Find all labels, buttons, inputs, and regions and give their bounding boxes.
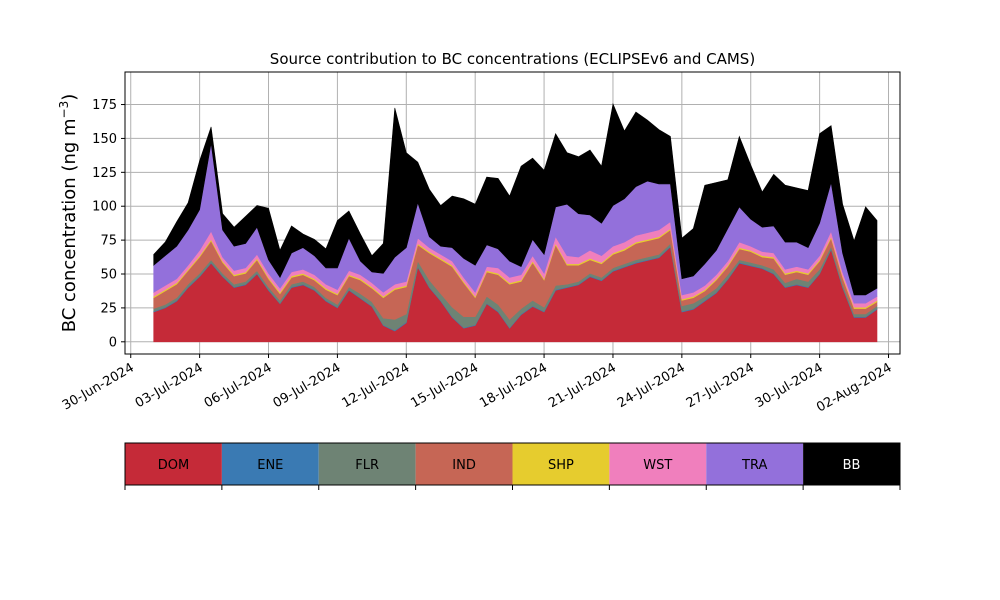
legend-label-flr: FLR xyxy=(355,458,379,473)
x-tick-label: 18-Jul-2024 xyxy=(477,360,550,411)
legend-label-ene: ENE xyxy=(257,458,283,473)
plot-frame xyxy=(124,71,901,355)
x-tick-label: 12-Jul-2024 xyxy=(339,360,412,411)
y-tick-label: 150 xyxy=(92,132,117,147)
legend-swatch-ind xyxy=(415,443,513,485)
y-axis-label-exponent: −3 xyxy=(57,101,71,119)
legend-label-dom: DOM xyxy=(158,458,189,473)
legend-swatch-wst xyxy=(609,443,707,485)
legend-label-ind: IND xyxy=(452,458,476,473)
legend-swatch-tra xyxy=(706,443,804,485)
legend-label-bb: BB xyxy=(843,458,861,473)
x-tick-label: 24-Jul-2024 xyxy=(615,360,688,411)
x-tick-label: 27-Jul-2024 xyxy=(684,360,757,411)
y-axis-label: BC concentration (ng m−3) xyxy=(57,94,80,333)
y-tick-label: 75 xyxy=(100,234,117,249)
y-tick-label: 25 xyxy=(100,301,117,316)
y-axis-label-text: BC concentration (ng m xyxy=(59,118,80,332)
legend-swatch-bb xyxy=(803,443,900,485)
chart-title: Source contribution to BC concentrations… xyxy=(270,50,755,68)
x-tick-label: 30-Jun-2024 xyxy=(60,360,137,413)
legend-swatch-dom xyxy=(125,443,222,485)
x-tick-label: 02-Aug-2024 xyxy=(814,360,894,415)
legend-swatch-ene xyxy=(221,443,319,485)
x-tick-label: 09-Jul-2024 xyxy=(271,360,344,411)
y-tick-label: 100 xyxy=(92,200,117,215)
stacked-areas xyxy=(153,102,878,343)
x-tick-label: 21-Jul-2024 xyxy=(546,360,619,411)
y-tick-label: 0 xyxy=(109,335,117,350)
x-tick-label: 06-Jul-2024 xyxy=(202,360,275,411)
y-tick-label: 175 xyxy=(92,98,117,113)
x-tick-label: 15-Jul-2024 xyxy=(408,360,481,411)
y-tick-label: 125 xyxy=(92,166,117,181)
y-tick-label: 50 xyxy=(100,268,117,283)
legend-label-tra: TRA xyxy=(741,458,767,473)
legend-label-shp: SHP xyxy=(548,458,574,473)
legend-swatch-shp xyxy=(512,443,610,485)
area-series-bb xyxy=(153,102,878,296)
legend: DOM ENE FLR IND SHP WST TRA BB xyxy=(124,442,901,490)
y-axis-label-close: ) xyxy=(59,94,80,101)
legend-label-wst: WST xyxy=(643,458,672,473)
legend-swatch-flr xyxy=(318,443,416,485)
x-tick-label: 03-Jul-2024 xyxy=(133,360,206,411)
